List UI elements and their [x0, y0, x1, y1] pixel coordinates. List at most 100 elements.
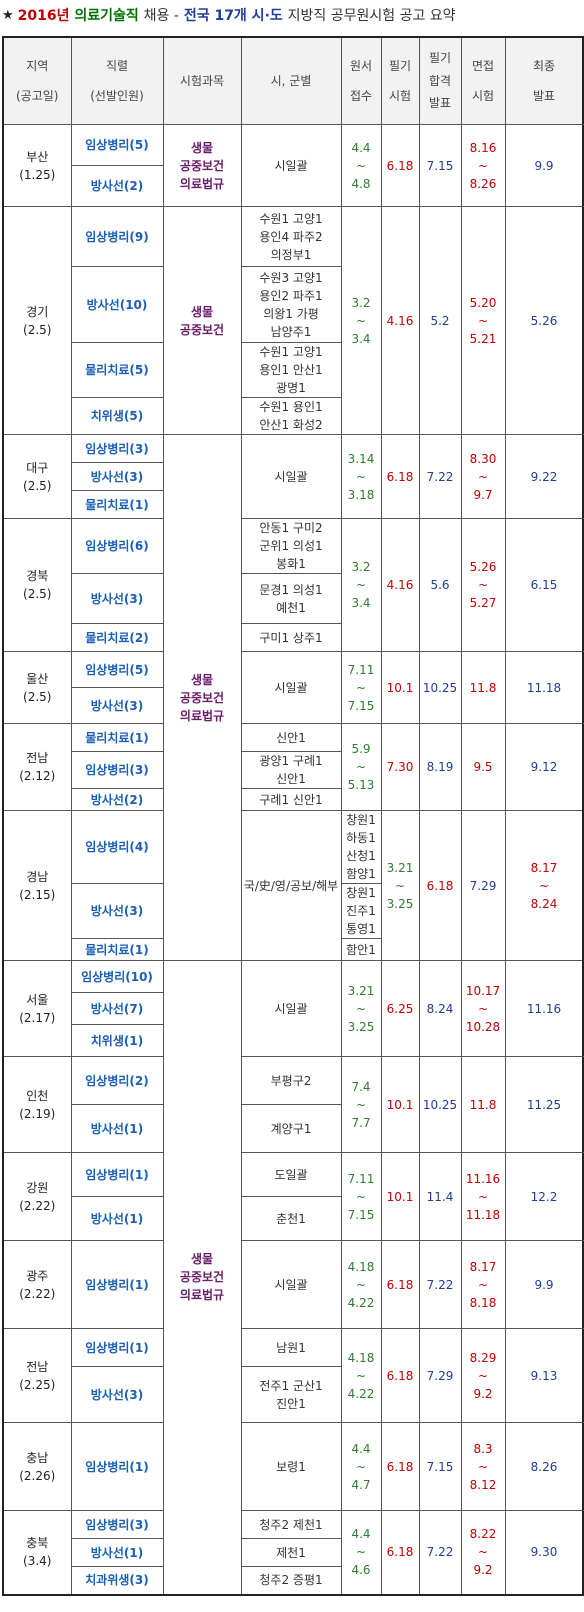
interview-cell-line: ~ — [477, 1368, 489, 1383]
table-row: 경기 (2.5) 임상병리(9) 생물 공중보건 수원1 고양1 용인4 파주2 의정부1… — [2, 206, 584, 435]
job-cell: 방사선(1) — [70, 1104, 164, 1153]
apply-cell-line: 4.7 — [351, 1477, 371, 1492]
pass-cell: 7.29 — [460, 810, 506, 961]
city-cell: 신안1 — [240, 723, 342, 752]
written-cell: 6.18 — [380, 124, 420, 207]
job-cell: 방사선(1) — [70, 1538, 164, 1567]
title-rest: 지방직 공무원시험 공고 요약 — [287, 8, 456, 24]
interview-cell: 8.3 ~8.12 — [460, 1422, 506, 1511]
pass-cell: 8.24 — [418, 960, 462, 1057]
pass-cell: 7.15 — [418, 1422, 462, 1511]
interview-cell-line: 9.2 — [473, 1563, 493, 1578]
region-date: (3.4) — [23, 1554, 52, 1569]
interview-cell-line: ~ — [477, 1277, 489, 1292]
apply-cell-line: 7.11 — [347, 1171, 375, 1186]
job-cell: 치과위생(3) — [70, 1566, 164, 1595]
header-written: 필기 시험 — [380, 36, 420, 125]
recruitment-table: 지역 (공고일) 직렬 (선발인원) 시험과목 시, 군별 원서 접수 필기 시험 필기… — [2, 36, 584, 1596]
table-row: 서울 (2.17) 임상병리(10) 생물 공중보건 의료법규 시일괄 3.21 ~3.25 6.… — [2, 960, 584, 1595]
header-final: 최종 발표 — [504, 36, 584, 125]
table-row: 물리치료(1) — [3, 490, 583, 519]
region-name: 전남 — [26, 1359, 49, 1374]
city-cell: 청주2 증평1 — [240, 1566, 342, 1595]
apply-cell-line: 3.4 — [351, 331, 371, 346]
region-date: (2.5) — [23, 587, 52, 601]
city-cell: 제천1 — [240, 1538, 342, 1567]
interview-cell: 8.30 ~9.7 — [460, 434, 506, 519]
interview-cell: 11.16 ~11.18 — [460, 1152, 506, 1241]
interview-cell-line: ~ — [477, 1189, 489, 1204]
written-cell: 6.18 — [380, 1240, 420, 1329]
city-cell: 부평구2 — [240, 1056, 342, 1105]
region-cell: 광주 (2.22) — [2, 1240, 72, 1329]
table-row: 충남 (2.26) 임상병리(1) 보령1 4.4 ~4.7 6.18 7.15 8.3 ~8.1… — [2, 1422, 584, 1511]
apply-cell-line: 3.18 — [347, 487, 375, 502]
header-job: 직렬 (선발인원) — [70, 36, 164, 125]
apply-cell-line: ~ — [355, 578, 367, 592]
header-pass: 필기 합격 발표 — [418, 36, 462, 125]
city-cell: 안동1 구미2 군위1 의성1 봉화1 — [240, 518, 342, 574]
interview-cell-line: 8.29 — [469, 1350, 497, 1365]
table-row: 치과위생(3) 청주2 증평1 — [3, 1566, 583, 1595]
final-cell: 11.16 — [504, 960, 584, 1057]
written-cell: 6.18 — [380, 434, 420, 519]
written-cell: 10.1 — [380, 1056, 420, 1153]
apply-cell-line: 4.8 — [351, 176, 371, 191]
job-cell: 방사선(7) — [70, 992, 164, 1025]
apply-cell-line: 7.11 — [347, 662, 375, 677]
apply-cell-line: ~ — [355, 1001, 367, 1016]
city-cell: 수원1 용인1 안산1 화성2 — [240, 397, 342, 435]
region-date: (2.26) — [19, 1468, 56, 1483]
region-name: 울산 — [26, 671, 49, 686]
final-cell: 9.13 — [504, 1328, 584, 1423]
interview-cell-line: ~ — [477, 158, 489, 173]
written-cell: 4.16 — [380, 206, 420, 435]
region-date: (2.5) — [23, 322, 52, 337]
pass-cell: 11.4 — [418, 1152, 462, 1241]
apply-cell-line: 3.21 — [386, 860, 414, 875]
apply-cell: 3.2 ~3.4 — [340, 518, 382, 652]
city-cell: 시일괄 — [240, 651, 342, 724]
subject-cell-line: 의료법규 — [179, 1288, 225, 1303]
apply-cell: 4.4 ~4.6 — [340, 1510, 382, 1595]
written-cell: 6.18 — [418, 810, 462, 961]
region-name: 경남 — [26, 869, 49, 884]
region-name: 서울 — [26, 992, 49, 1007]
interview-cell-line: 9.7 — [473, 487, 493, 502]
apply-cell-line: 3.2 — [351, 295, 371, 310]
apply-cell-line: 4.18 — [347, 1259, 375, 1274]
job-cell: 물리치료(1) — [70, 723, 164, 752]
apply-cell: 7.11 ~7.15 — [340, 1152, 382, 1241]
subject-cell-line: 생물 — [190, 1252, 214, 1267]
apply-cell: 7.11 ~7.15 — [340, 651, 382, 724]
apply-cell-line: ~ — [355, 1189, 367, 1204]
job-cell: 방사선(3) — [70, 883, 164, 939]
region-name: 경북 — [26, 569, 49, 583]
apply-cell-line: 3.14 — [347, 451, 375, 466]
interview-cell-line: 5.27 — [469, 596, 497, 610]
region-date: (2.25) — [19, 1377, 56, 1392]
interview-cell-line: 11.8 — [469, 1097, 497, 1112]
city-cell: 보령1 — [240, 1422, 342, 1511]
interview-cell-line: 8.12 — [469, 1477, 497, 1492]
apply-cell-line: 4.6 — [351, 1563, 371, 1578]
interview-cell: 8.22 ~9.2 — [460, 1510, 506, 1595]
title-field: 의료기술직 — [74, 8, 139, 24]
subject-cell-line: 공중보건 — [179, 690, 225, 705]
apply-cell-line: 3.25 — [347, 1019, 375, 1034]
interview-cell-line: ~ — [477, 1459, 489, 1474]
table-row: 인천 (2.19) 임상병리(2) 부평구2 7.4 ~7.7 10.1 10.25 11.8 1… — [2, 1056, 584, 1153]
apply-cell: 4.18 ~4.22 — [340, 1240, 382, 1329]
final-cell: 9.9 — [504, 1240, 584, 1329]
pass-cell: 7.29 — [418, 1328, 462, 1423]
table-row: 방사선(10) 수원3 고양1 용인2 파주1 의왕1 가평 남양주1 — [3, 266, 583, 343]
job-cell: 임상병리(2) — [70, 1056, 164, 1105]
job-cell: 방사선(10) — [70, 266, 164, 343]
apply-cell-line: 7.15 — [347, 698, 375, 713]
apply-cell: 4.4 ~4.8 — [340, 124, 382, 207]
region-cell: 충남 (2.26) — [2, 1422, 72, 1511]
table-row: 경북 (2.5) 임상병리(6) 안동1 구미2 군위1 의성1 봉화1 3.2 ~3.4… — [2, 518, 584, 652]
table-row: 전남 (2.25) 임상병리(1) 남원1 4.18 ~4.22 6.18 7.29 8.29 ~… — [2, 1328, 584, 1423]
pass-cell: 10.25 — [418, 1056, 462, 1153]
region-date: (2.17) — [19, 1010, 56, 1025]
